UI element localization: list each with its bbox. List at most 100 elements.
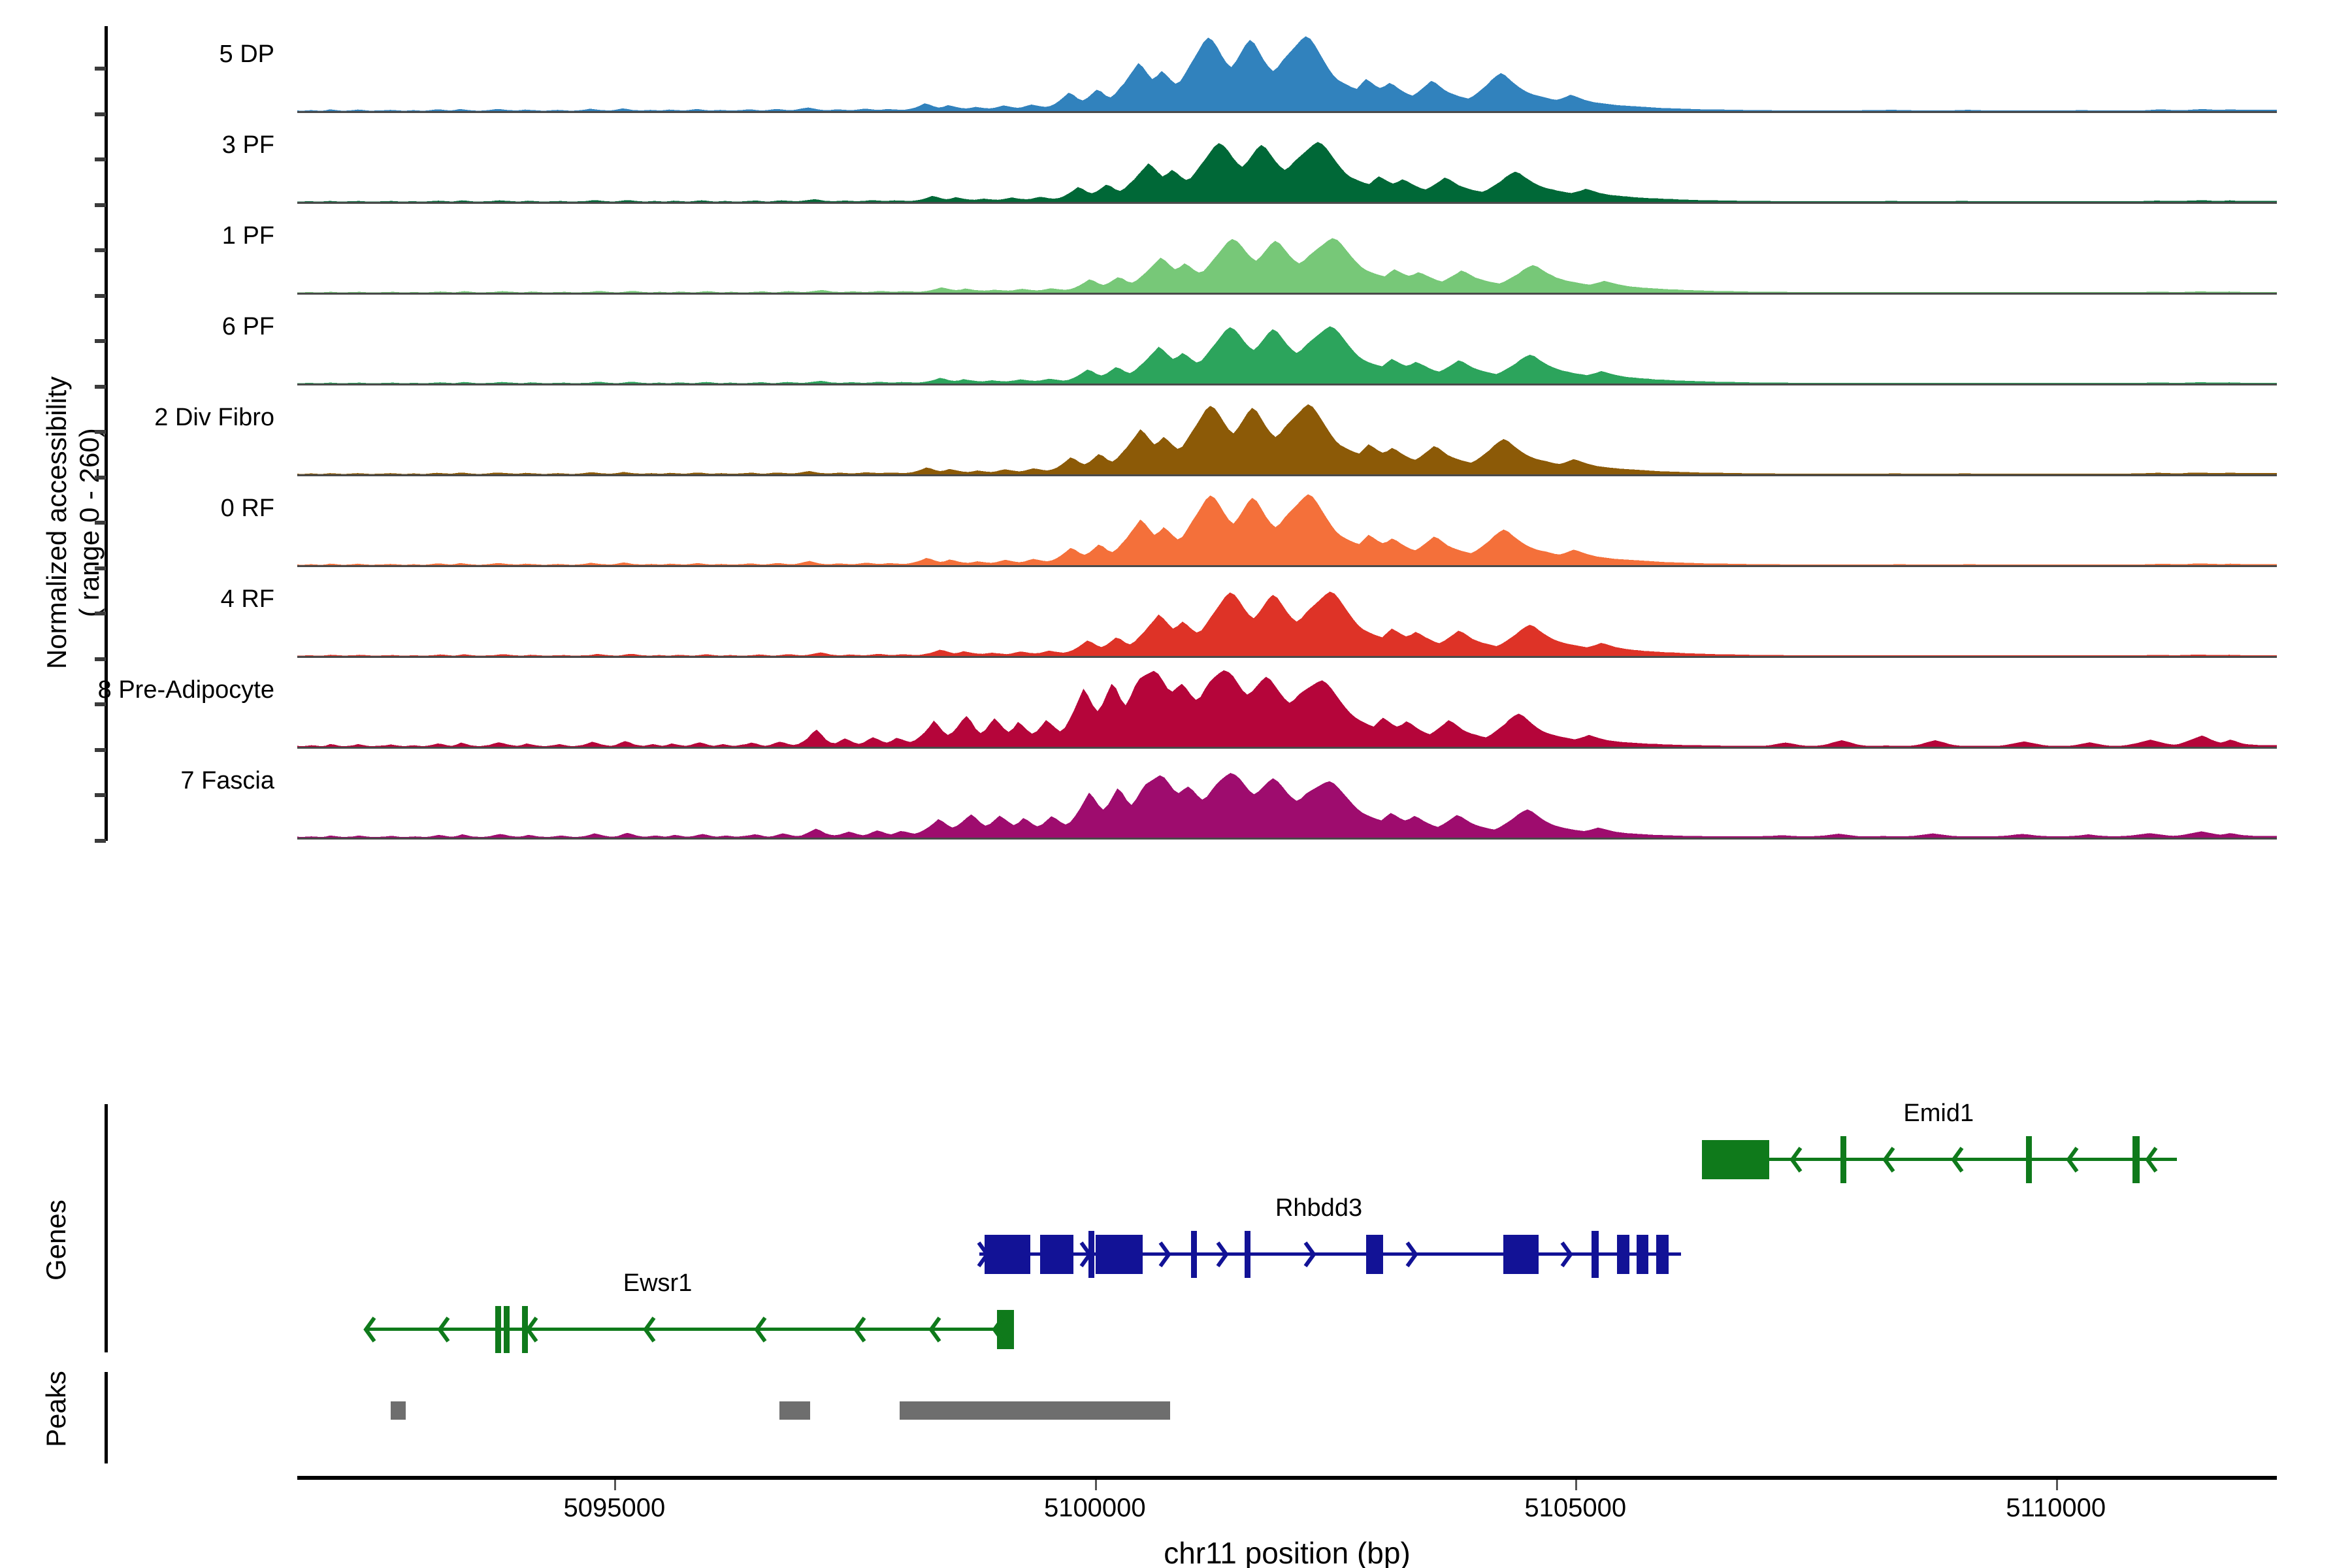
track-tick	[95, 839, 106, 843]
x-tick	[614, 1480, 617, 1490]
gene-rhbdd3[interactable]: Rhbdd3	[0, 1194, 2352, 1281]
track-area	[297, 142, 2277, 202]
track-0-rf	[297, 488, 2277, 567]
track-tick	[95, 203, 106, 207]
track-baseline	[297, 293, 2277, 295]
track-2-div-fibro	[297, 397, 2277, 476]
track-baseline	[297, 838, 2277, 840]
gene-exon	[495, 1306, 501, 1353]
gene-exon	[2026, 1136, 2033, 1183]
peak-bar[interactable]	[390, 1401, 406, 1420]
track-tick	[95, 385, 106, 389]
track-tick	[95, 112, 106, 116]
track-label-4-rf: 4 RF	[220, 585, 274, 613]
track-7-fascia	[297, 760, 2277, 840]
track-label-5-dp: 5 DP	[219, 41, 274, 68]
track-tick	[95, 67, 106, 71]
track-tick	[95, 702, 106, 706]
track-tick	[95, 339, 106, 343]
gene-exon	[2132, 1136, 2140, 1183]
track-4-rf	[297, 579, 2277, 658]
gene-exon	[1039, 1235, 1074, 1274]
gene-exon	[984, 1235, 1031, 1274]
track-tick	[95, 748, 106, 752]
x-tick-label: 5105000	[1524, 1494, 1627, 1522]
track-area	[297, 494, 2277, 565]
track-tick	[95, 793, 106, 797]
track-area	[297, 591, 2277, 656]
peak-bar[interactable]	[779, 1401, 811, 1420]
track-area	[297, 404, 2277, 474]
genes-spine	[105, 1104, 108, 1352]
gene-ewsr1[interactable]: Ewsr1	[0, 1269, 2352, 1356]
track-tick	[95, 294, 106, 298]
track-area	[297, 670, 2277, 747]
gene-line	[366, 1328, 1013, 1331]
gene-exon	[504, 1306, 510, 1353]
track-area	[297, 238, 2277, 293]
peaks-section-label: Peaks	[41, 1371, 71, 1447]
track-label-7-fascia: 7 Fascia	[180, 767, 274, 794]
track-baseline	[297, 202, 2277, 204]
track-area	[297, 36, 2277, 111]
gene-exon	[1190, 1231, 1197, 1278]
track-tick	[95, 657, 106, 661]
gene-name-label: Ewsr1	[623, 1269, 693, 1297]
track-tick	[95, 566, 106, 570]
gene-strand-arrow	[643, 1316, 656, 1343]
gene-strand-arrow	[1079, 1241, 1092, 1267]
gene-emid1[interactable]: Emid1	[0, 1100, 2352, 1186]
x-axis-label: chr11 position (bp)	[1164, 1536, 1411, 1568]
x-tick-label: 5095000	[563, 1494, 666, 1522]
gene-exon	[1503, 1235, 1539, 1274]
gene-strand-arrow	[1560, 1241, 1573, 1267]
gene-strand-arrow	[1882, 1147, 1895, 1173]
gene-name-label: Emid1	[1903, 1100, 1974, 1127]
track-6-pf	[297, 306, 2277, 385]
gene-strand-arrow	[525, 1316, 538, 1343]
gene-exon	[1096, 1235, 1143, 1274]
track-1-pf	[297, 216, 2277, 295]
gene-strand-arrow	[2066, 1147, 2079, 1173]
track-area	[297, 773, 2277, 838]
gene-line	[979, 1252, 1682, 1256]
gene-strand-arrow	[1216, 1241, 1229, 1267]
gene-strand-arrow	[1303, 1241, 1316, 1267]
track-label-3-pf: 3 PF	[221, 131, 274, 159]
track-baseline	[297, 474, 2277, 476]
gene-exon	[1656, 1235, 1669, 1274]
x-axis-line	[297, 1476, 2277, 1480]
y-axis-label-line1: Normalized accessibility	[41, 376, 72, 670]
y-axis-label: Normalized accessibility ( range 0 - 260…	[41, 0, 105, 1071]
peak-bar[interactable]	[900, 1401, 1170, 1420]
track-label-1-pf: 1 PF	[221, 222, 274, 250]
gene-strand-arrow	[1158, 1241, 1171, 1267]
track-tick	[95, 157, 106, 161]
gene-strand-arrow	[1950, 1147, 1964, 1173]
track-baseline	[297, 656, 2277, 658]
gene-strand-arrow	[928, 1316, 941, 1343]
track-baseline	[297, 747, 2277, 749]
gene-exon	[1365, 1235, 1384, 1274]
track-tick	[95, 248, 106, 252]
gene-strand-arrow	[1789, 1147, 1802, 1173]
x-tick	[1575, 1480, 1578, 1490]
track-baseline	[297, 111, 2277, 113]
gene-exon	[1592, 1231, 1599, 1278]
gene-strand-arrow	[2145, 1147, 2158, 1173]
gene-strand-arrow	[363, 1316, 376, 1343]
track-label-6-pf: 6 PF	[221, 313, 274, 340]
track-label-8-pre-adipocyte: 8 Pre-Adipocyte	[97, 676, 274, 704]
gene-strand-arrow	[1405, 1241, 1418, 1267]
gene-exon	[1616, 1235, 1629, 1274]
gene-exon	[1702, 1140, 1770, 1179]
track-label-0-rf: 0 RF	[220, 495, 274, 522]
x-tick-label: 5100000	[1043, 1494, 1146, 1522]
gene-exon	[996, 1310, 1015, 1349]
gene-strand-arrow	[853, 1316, 866, 1343]
track-label-2-div-fibro: 2 Div Fibro	[154, 404, 274, 431]
track-tick	[95, 430, 106, 434]
gene-exon	[522, 1306, 529, 1353]
gene-name-label: Rhbdd3	[1275, 1194, 1363, 1222]
